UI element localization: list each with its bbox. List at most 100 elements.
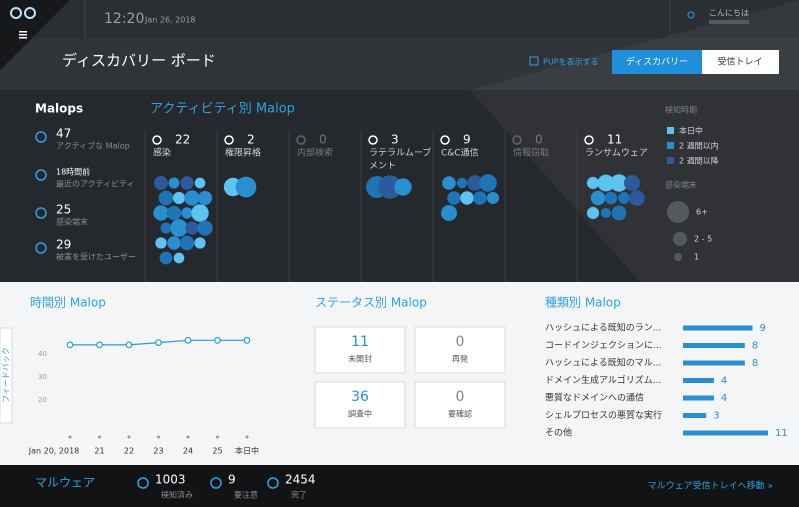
malop-bubble <box>194 237 206 249</box>
user-icon <box>687 11 695 19</box>
status-box <box>314 326 406 374</box>
malop-bubble <box>441 205 457 221</box>
activity-count: 22 <box>175 133 190 147</box>
baseline-dot <box>245 435 249 439</box>
malop-bubble <box>191 204 209 222</box>
malop-bubble <box>486 191 500 205</box>
malop-bubble <box>378 175 402 199</box>
legend-swatch <box>667 142 674 149</box>
status-value: 0 <box>456 334 465 350</box>
legend-label: 2 - 5 <box>694 235 712 244</box>
malop-bubble <box>456 177 468 189</box>
legend-bubble <box>667 201 689 223</box>
clock: 12:20 <box>104 11 144 27</box>
activity-icon <box>584 135 594 145</box>
status-value: 11 <box>351 334 369 350</box>
malop-bubble <box>180 176 194 190</box>
status-box <box>414 326 506 374</box>
chart-title: 時間別 Malop <box>30 296 106 310</box>
status-label: 要確認 <box>448 409 472 419</box>
footer-link[interactable]: マルウェア受信トレイへ移動 » <box>648 480 773 492</box>
menu-icon[interactable] <box>19 31 27 39</box>
footer-label: 要注意 <box>234 490 258 500</box>
malop-bubble <box>618 192 630 204</box>
feedback-tab[interactable] <box>0 327 13 424</box>
malop-bubble <box>170 219 188 237</box>
footer-label: 完了 <box>291 490 307 500</box>
footer-value: 9 <box>228 473 236 487</box>
footer-label: 検知済み <box>161 490 193 500</box>
malop-bubble <box>610 174 628 192</box>
status-label: 再発 <box>452 355 468 364</box>
malops-value: 18時間前 <box>56 167 90 177</box>
malop-bubble <box>473 191 487 205</box>
malop-bubble <box>235 176 257 198</box>
line-point <box>96 341 103 349</box>
footer-icon <box>267 477 279 489</box>
chart-title: 種類別 Malop <box>545 296 621 310</box>
malop-bubble <box>447 191 461 205</box>
malop-bubble <box>153 205 169 221</box>
malops-value: 29 <box>56 238 71 252</box>
y-tick-label: 20 <box>38 396 47 404</box>
legend-label: 1 <box>694 253 699 262</box>
activity-label: C&C通信 <box>441 147 479 159</box>
value-label: 11 <box>775 428 788 439</box>
line-point <box>214 336 221 344</box>
legend-bubble <box>673 232 687 246</box>
bar <box>683 395 714 401</box>
activity-title: アクティビティ別 Malop <box>150 102 295 117</box>
activity-count: 0 <box>535 133 543 147</box>
malop-bubble <box>600 207 612 219</box>
username-blur <box>709 20 749 24</box>
activity-label: 情報窃取 <box>513 147 549 159</box>
legend-swatch <box>667 127 674 134</box>
tab-discovery[interactable] <box>612 50 702 74</box>
malop-bubble <box>160 222 172 234</box>
pup-checkbox[interactable] <box>529 56 539 66</box>
x-tick-label: 24 <box>183 447 193 456</box>
bar <box>683 343 745 348</box>
baseline-dot <box>98 435 101 439</box>
tab-inbox[interactable] <box>702 50 779 74</box>
tab-label[interactable]: ディスカバリー <box>626 56 688 68</box>
malops-label: 感染端末 <box>56 217 88 227</box>
malops-value: 25 <box>56 203 71 217</box>
page-title: ディスカバリー ボード <box>62 52 216 70</box>
malop-bubble <box>460 191 474 205</box>
status-label: 未開封 <box>348 354 372 364</box>
footer-bar <box>0 465 799 507</box>
value-label: 9 <box>760 323 766 334</box>
activity-label: 感染 <box>153 147 171 159</box>
activity-label: 権限昇格 <box>225 147 261 159</box>
legend-label: 6+ <box>696 208 708 217</box>
pup-label[interactable]: PUPを表示する <box>543 57 599 67</box>
footer-value: 1003 <box>155 473 186 487</box>
activity-icon <box>368 135 378 145</box>
value-label: 8 <box>752 341 758 352</box>
top-bar <box>0 0 799 38</box>
malops-label: 最近のアクティビティ <box>56 179 135 189</box>
value-label: 8 <box>752 358 758 369</box>
activity-count: 3 <box>391 133 399 147</box>
activity-icon <box>224 135 234 145</box>
x-tick-label: 21 <box>94 447 104 456</box>
bar <box>683 413 707 418</box>
baseline-dot <box>157 435 160 439</box>
malop-bubble <box>198 191 212 205</box>
malop-bubble <box>611 205 627 221</box>
legend-title: 感染端末 <box>665 180 697 190</box>
footer-icon <box>137 477 149 489</box>
y-tick-label: 40 <box>38 350 47 358</box>
malop-bubble <box>179 235 195 251</box>
category-label: 悪質なドメインへの通信 <box>545 392 644 404</box>
tab-label[interactable]: 受信トレイ <box>717 56 762 68</box>
malop-bubble <box>155 237 167 249</box>
bar <box>683 378 714 383</box>
legend-label: 2 週間以降 <box>679 156 719 166</box>
feedback-label[interactable]: フィードバック <box>2 347 11 403</box>
status-title: ステータス別 Malop <box>315 296 427 310</box>
malop-bubble <box>181 207 193 219</box>
